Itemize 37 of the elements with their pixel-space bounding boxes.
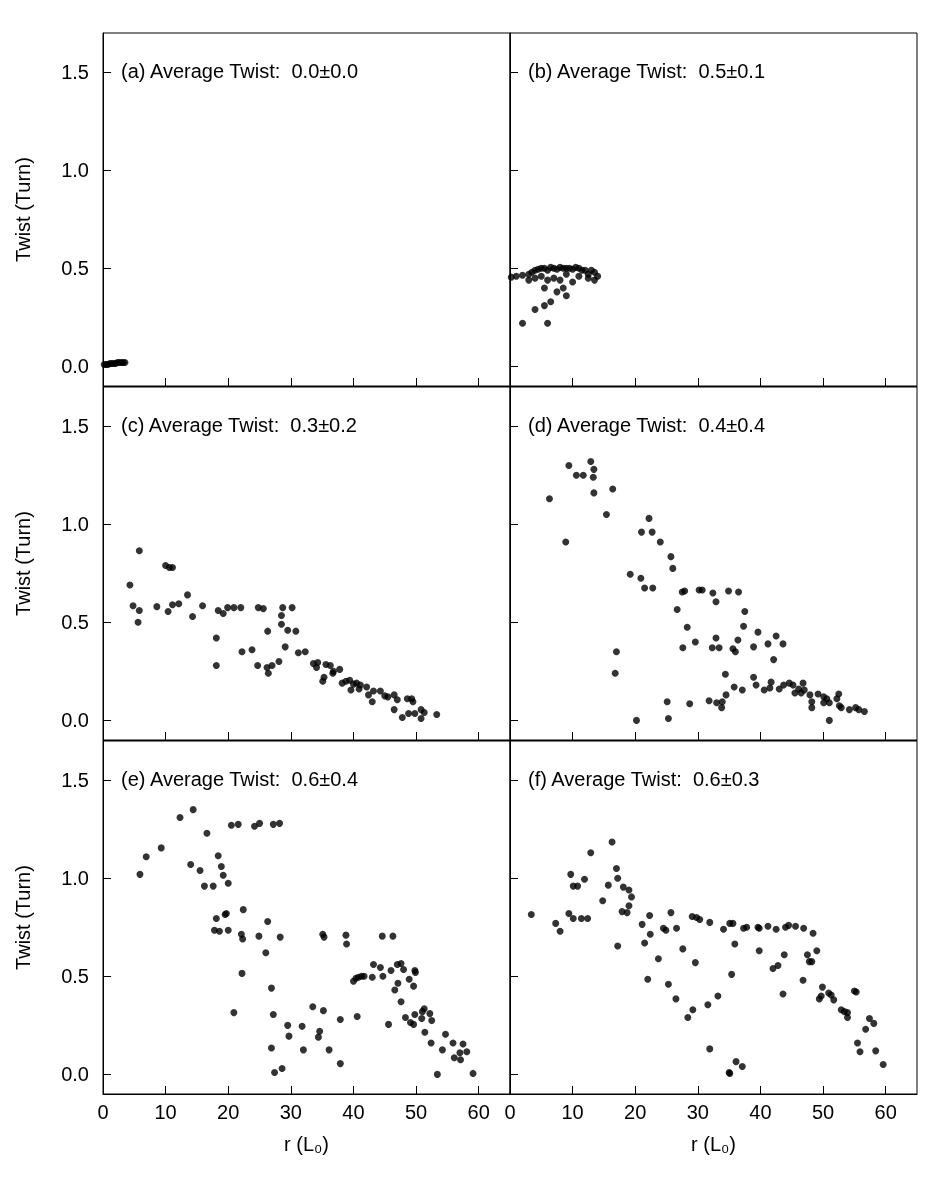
y-axis-title: Twist (Turn) — [12, 511, 34, 616]
y-tick-label: 0.5 — [61, 257, 89, 280]
x-tick-label: 0 — [504, 1101, 516, 1123]
y-tick-label: 1.5 — [61, 61, 89, 84]
x-axis-title: r (L₀) — [284, 1133, 329, 1155]
x-tick-label: 40 — [342, 1101, 365, 1123]
x-tick-label: 0 — [97, 1101, 109, 1123]
y-tick-label: 1.0 — [61, 867, 89, 890]
x-tick-label: 50 — [404, 1101, 428, 1123]
text: (b) Average Twist: 0.5±0.1 — [528, 60, 766, 82]
y-tick-label: 1.5 — [61, 769, 89, 792]
y-tick-label: 0.5 — [61, 965, 89, 988]
y-axis-title: Twist (Turn) — [12, 865, 34, 970]
x-tick-label: 50 — [811, 1101, 835, 1123]
y-tick-label: 1.5 — [61, 415, 89, 438]
x-tick-label: 30 — [279, 1101, 302, 1123]
y-tick-label: 0.0 — [61, 709, 89, 732]
y-tick-label: 1.0 — [61, 159, 89, 182]
text: (d) Average Twist: 0.4±0.4 — [528, 414, 766, 436]
x-tick-label: 40 — [749, 1101, 772, 1123]
y-tick-label: 0.5 — [61, 611, 89, 634]
y-tick-label: 0.0 — [61, 355, 89, 378]
x-tick-label: 20 — [624, 1101, 647, 1123]
x-tick-label: 30 — [686, 1101, 709, 1123]
y-tick-label: 0.0 — [61, 1063, 89, 1086]
x-tick-label: 60 — [467, 1101, 490, 1123]
text: (f) Average Twist: 0.6±0.3 — [528, 768, 760, 790]
y-axis-title: Twist (Turn) — [12, 157, 34, 262]
text: (e) Average Twist: 0.6±0.4 — [121, 768, 359, 790]
y-tick-label: 1.0 — [61, 513, 89, 536]
x-tick-label: 60 — [874, 1101, 897, 1123]
x-tick-label: 10 — [154, 1101, 177, 1123]
x-tick-label: 10 — [561, 1101, 584, 1123]
text: (a) Average Twist: 0.0±0.0 — [121, 60, 359, 82]
x-axis-title: r (L₀) — [691, 1133, 736, 1155]
x-tick-label: 20 — [217, 1101, 240, 1123]
text: (c) Average Twist: 0.3±0.2 — [121, 414, 357, 436]
